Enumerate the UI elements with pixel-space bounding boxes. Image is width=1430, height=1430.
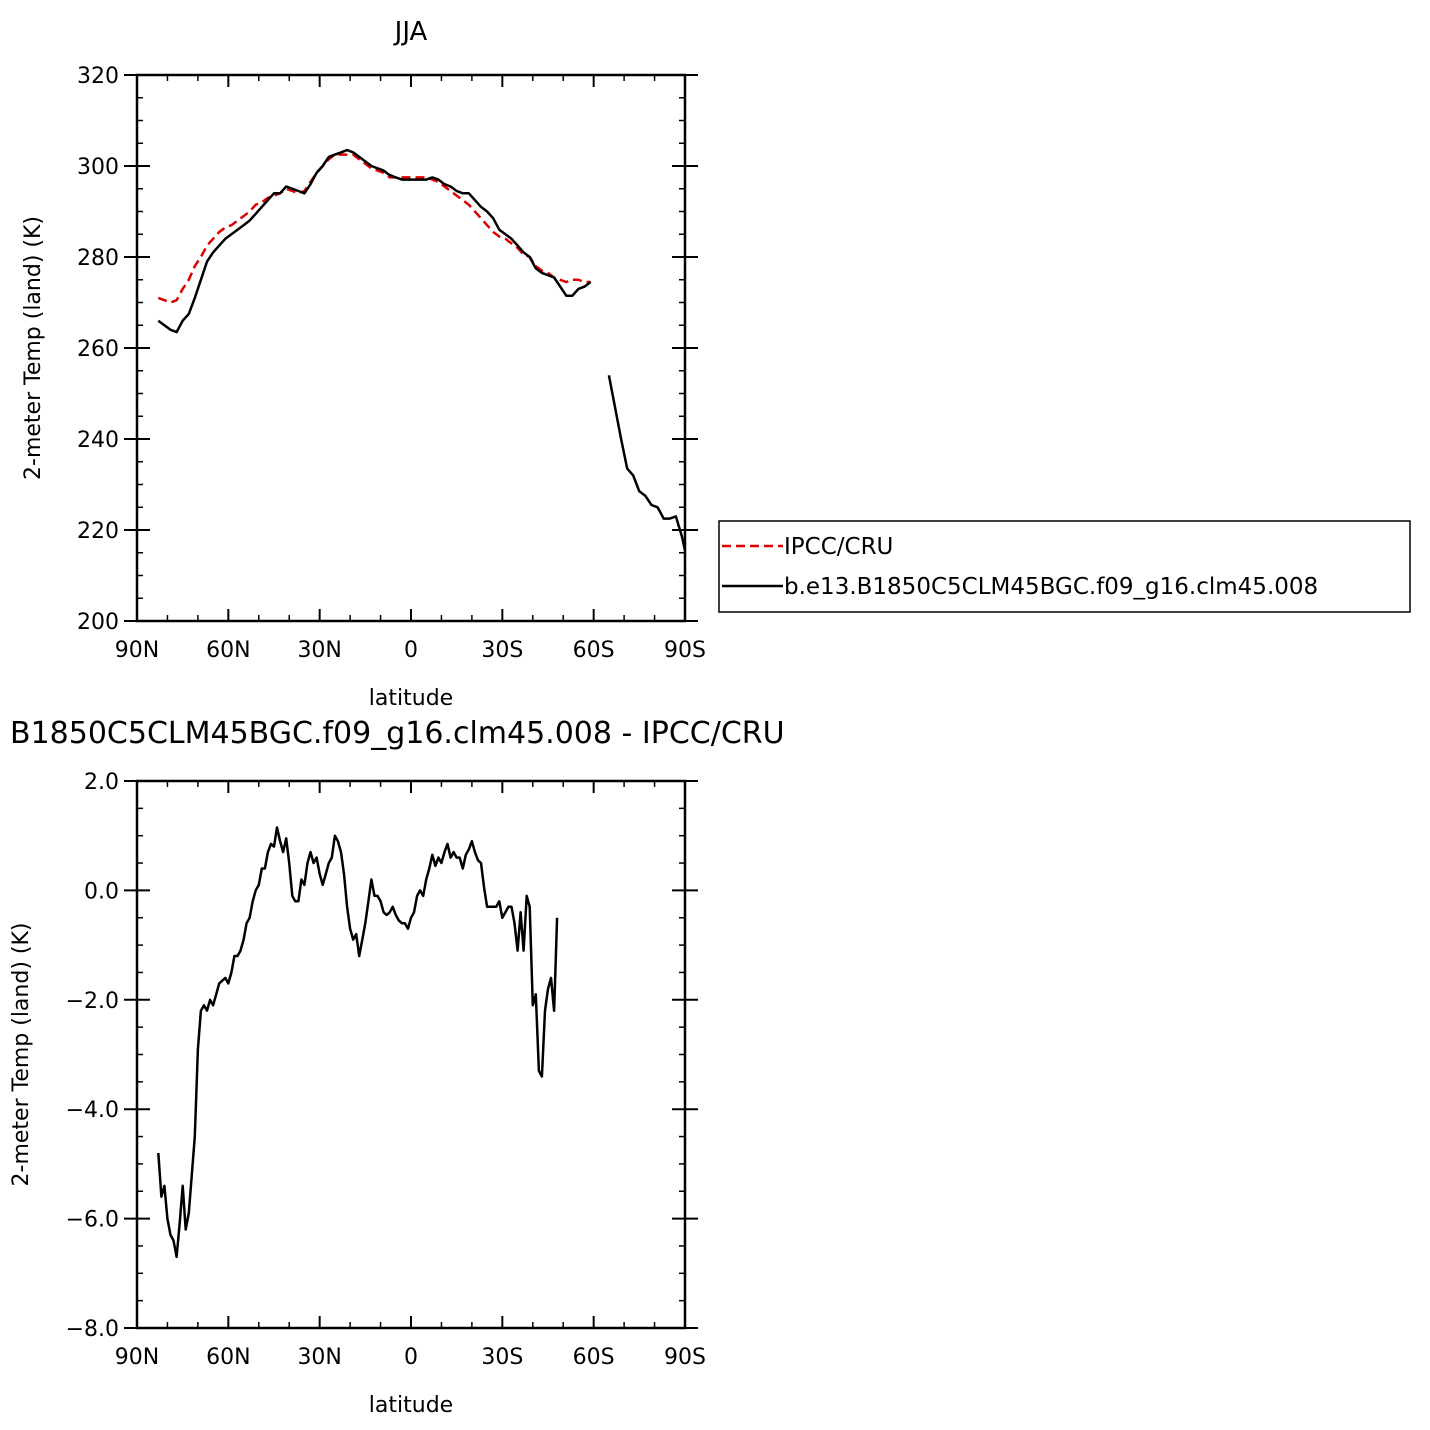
x-axis-label: latitude: [369, 686, 453, 711]
x-tick-label: 90N: [115, 1345, 159, 1370]
legend: IPCC/CRU b.e13.B1850C5CLM45BGC.f09_g16.cl…: [718, 520, 1411, 613]
x-tick-label: 60S: [573, 638, 615, 663]
series-line-0: [157, 826, 559, 1259]
x-tick-label: 0: [404, 1345, 418, 1370]
y-tick-label: 200: [77, 610, 119, 635]
chart-title: B1850C5CLM45BGC.f09_g16.clm45.008 - IPCC…: [10, 716, 785, 751]
x-tick-label: 90N: [115, 638, 159, 663]
x-tick-label: 60N: [206, 638, 250, 663]
y-tick-label: −6.0: [66, 1208, 119, 1233]
series-line-0: [157, 153, 591, 304]
y-tick-label: 220: [77, 519, 119, 544]
y-tick-label: −8.0: [66, 1317, 119, 1342]
bottom-chart: 90N 60N 30N 0 30S 60S 90S −8.0 −6.0 −4.0 −2.0 0.0 2.…: [9, 716, 785, 1418]
y-tick-label: 320: [77, 64, 119, 89]
x-tick-label: 90S: [664, 638, 706, 663]
plot-frame: [135, 73, 687, 623]
x-tick-label: 60S: [573, 1345, 615, 1370]
x-tick-label: 30N: [297, 1345, 341, 1370]
x-tick-label: 30S: [481, 1345, 523, 1370]
x-tick-label: 90S: [664, 1345, 706, 1370]
legend-entry-0: IPCC/CRU: [784, 534, 893, 560]
y-tick-label: 0.0: [84, 879, 119, 904]
legend-box: [718, 520, 1411, 613]
y-axis-label: 2-meter Temp (land) (K): [21, 216, 46, 480]
y-axis-label: 2-meter Temp (land) (K): [9, 923, 34, 1187]
x-axis-label: latitude: [369, 1393, 453, 1418]
x-tick-label: 30S: [481, 638, 523, 663]
y-tick-label: 300: [77, 155, 119, 180]
series-line-1: [157, 148, 592, 334]
series-line-1: [607, 375, 687, 551]
x-tick-label: 30N: [297, 638, 341, 663]
chart-title: JJA: [393, 17, 428, 47]
legend-entry-1: b.e13.B1850C5CLM45BGC.f09_g16.clm45.008: [784, 574, 1318, 600]
y-tick-label: −4.0: [66, 1098, 119, 1123]
plot-frame: [135, 779, 687, 1330]
top-chart: 90N 60N 30N 0 30S 60S 90S 200 220 240 260 280 300 320…: [21, 17, 706, 711]
y-tick-label: 2.0: [84, 770, 119, 795]
x-tick-label: 0: [404, 638, 418, 663]
y-tick-label: −2.0: [66, 989, 119, 1014]
y-tick-label: 280: [77, 246, 119, 271]
y-tick-label: 240: [77, 428, 119, 453]
y-tick-label: 260: [77, 337, 119, 362]
x-tick-label: 60N: [206, 1345, 250, 1370]
